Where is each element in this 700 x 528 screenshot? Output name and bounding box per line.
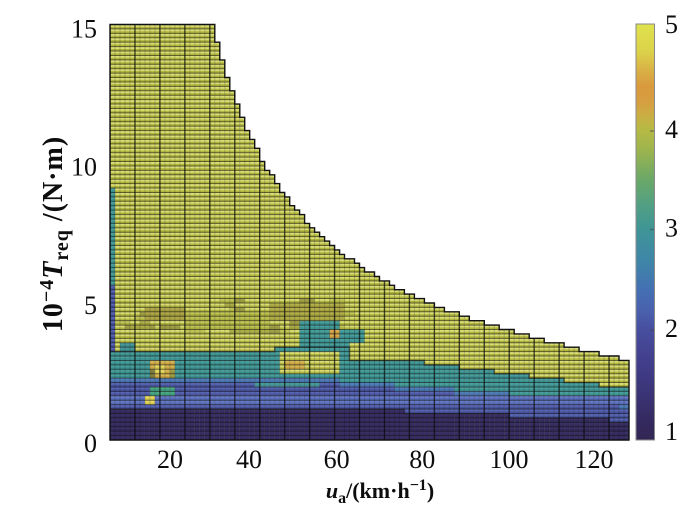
svg-text:60: 60: [324, 445, 350, 474]
svg-text:ua/(km·h−1): ua/(km·h−1): [326, 477, 434, 507]
svg-text:3: 3: [665, 214, 678, 243]
svg-text:10−4Treq /(N·m): 10−4Treq /(N·m): [36, 136, 73, 332]
svg-text:0: 0: [84, 429, 97, 458]
svg-text:5: 5: [84, 291, 97, 320]
svg-text:20: 20: [157, 445, 183, 474]
svg-text:100: 100: [490, 445, 529, 474]
svg-text:2: 2: [665, 314, 678, 343]
svg-text:80: 80: [409, 445, 435, 474]
svg-text:10: 10: [71, 153, 97, 182]
svg-text:1: 1: [665, 417, 678, 446]
svg-text:120: 120: [575, 445, 614, 474]
svg-text:15: 15: [71, 15, 97, 44]
svg-text:5: 5: [665, 10, 678, 39]
svg-text:40: 40: [236, 445, 262, 474]
svg-text:4: 4: [665, 115, 678, 144]
